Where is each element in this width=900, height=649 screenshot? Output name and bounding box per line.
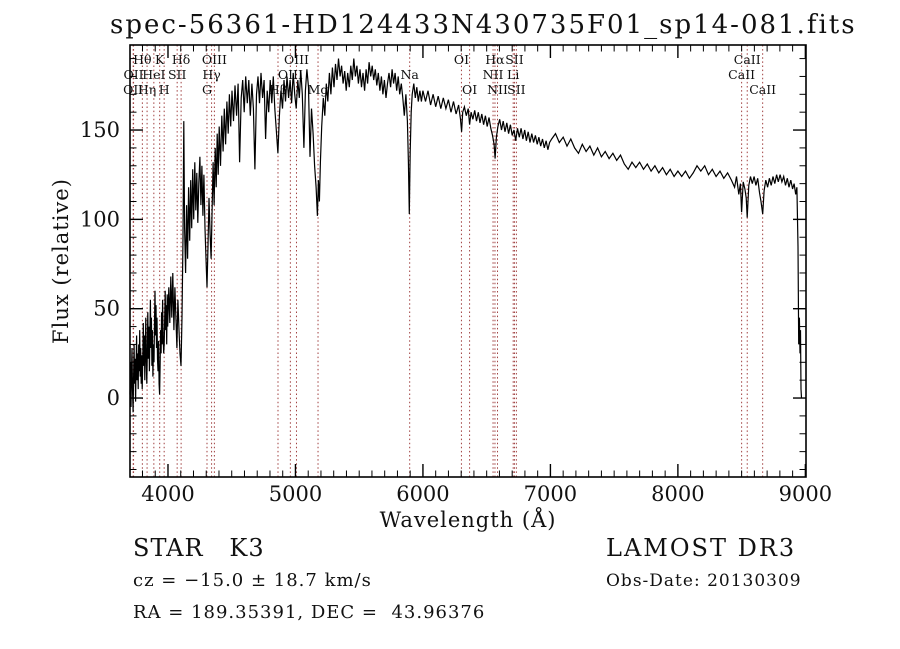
spectral-line-label: Hδ	[172, 52, 190, 67]
x-tick-label: 9000	[779, 482, 832, 506]
spectral-line-label: OII	[123, 82, 143, 97]
y-tick-label: 50	[93, 297, 120, 321]
x-tick-label: 5000	[269, 482, 322, 506]
redshift-text: cz = −15.0 ± 18.7 km/s	[133, 570, 372, 591]
spectral-line-label: NII	[483, 67, 504, 82]
y-tick-label: 0	[107, 386, 120, 410]
spectral-line-label: CaII	[734, 52, 761, 67]
spectral-line-label: HeI	[142, 67, 165, 82]
spectral-line-label: SII	[505, 52, 524, 67]
y-axis-title: Flux (relative)	[49, 178, 73, 344]
spectral-line-label: OIII	[278, 67, 303, 82]
spectral-line-label: OIII	[284, 52, 309, 67]
survey-text: LAMOST DR3	[606, 534, 797, 562]
x-tick-label: 7000	[524, 482, 577, 506]
x-tick-label: 6000	[396, 482, 449, 506]
y-tick-label: 100	[80, 207, 120, 231]
spectral-line-label: H	[159, 82, 170, 97]
spectral-line-label: SII	[507, 82, 526, 97]
plot-frame	[129, 44, 807, 478]
spectral-line-label: Hη	[138, 82, 156, 97]
spectral-line-label: G	[202, 82, 212, 97]
spectral-line-label: OI	[462, 82, 477, 97]
spectral-line-label: K	[155, 52, 165, 67]
radec-text: RA = 189.35391, DEC = 43.96376	[133, 602, 486, 623]
obs-date-text: Obs-Date: 20130309	[606, 571, 802, 591]
y-tick-label: 150	[80, 118, 120, 142]
spectral-line-label: Mg	[308, 82, 329, 97]
spectral-line-label: Na	[400, 67, 419, 82]
spectral-line-label: OII	[124, 67, 144, 82]
spectral-line-label: OIII	[202, 52, 227, 67]
x-tick-label: 4000	[141, 482, 194, 506]
spectral-line-label: CaII	[749, 82, 776, 97]
spectral-line-label: Li	[507, 67, 519, 82]
spectrum-trace	[129, 58, 803, 413]
spectral-line-label: CaII	[728, 67, 755, 82]
spectral-line-label: Hα	[485, 52, 505, 67]
spectral-line-label: OI	[454, 52, 469, 67]
figure-title: spec-56361-HD124433N430735F01_sp14-081.f…	[110, 10, 857, 40]
x-tick-label: 8000	[651, 482, 704, 506]
x-axis-title: Wavelength (Å)	[380, 507, 557, 532]
spectral-line-label: Hγ	[202, 67, 220, 82]
classification-text: STAR K3	[133, 534, 265, 562]
spectral-line-label: NII	[487, 82, 508, 97]
spectral-line-label: SII	[168, 67, 187, 82]
spectral-line-label: Hθ	[133, 52, 151, 67]
